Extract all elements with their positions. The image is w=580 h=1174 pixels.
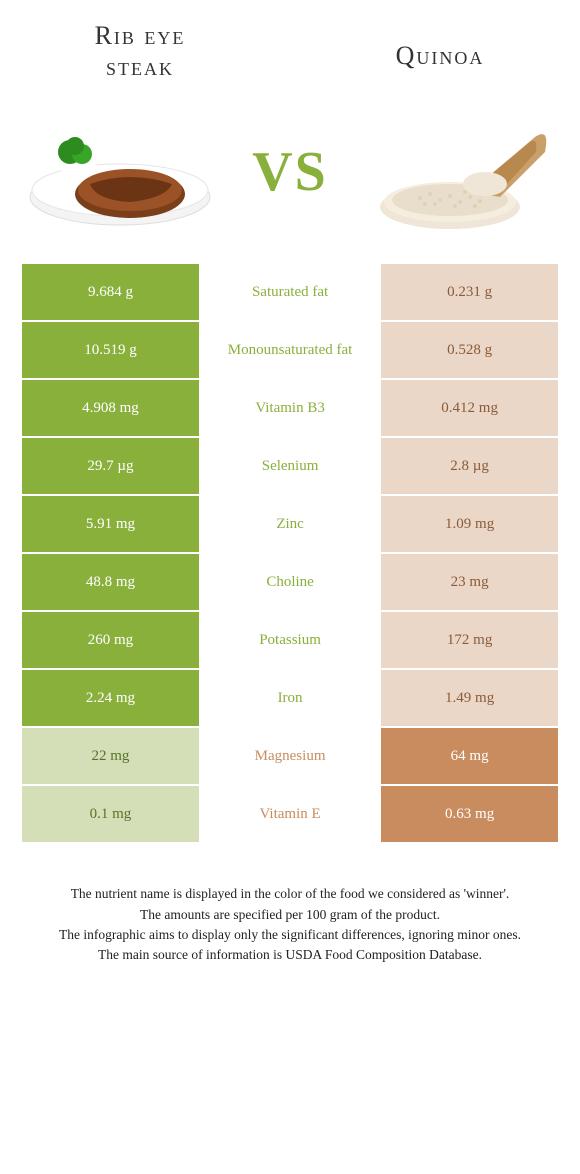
table-row: 5.91 mgZinc1.09 mg	[22, 496, 558, 552]
table-row: 2.24 mgIron1.49 mg	[22, 670, 558, 726]
left-value-cell: 9.684 g	[22, 264, 199, 320]
right-value-cell: 0.63 mg	[381, 786, 558, 842]
right-food-title: Quinoa	[340, 40, 540, 71]
left-value-cell: 10.519 g	[22, 322, 199, 378]
header: Rib eyesteak Quinoa	[0, 0, 580, 92]
footer-line: The main source of information is USDA F…	[30, 945, 550, 965]
right-value-cell: 23 mg	[381, 554, 558, 610]
right-food-image	[360, 102, 560, 242]
table-row: 260 mgPotassium172 mg	[22, 612, 558, 668]
images-row: VS	[0, 92, 580, 262]
footer-line: The amounts are specified per 100 gram o…	[30, 905, 550, 925]
right-value-cell: 0.412 mg	[381, 380, 558, 436]
left-value-cell: 4.908 mg	[22, 380, 199, 436]
nutrient-label-cell: Zinc	[201, 496, 379, 552]
left-food-image	[20, 102, 220, 242]
table-row: 29.7 µgSelenium2.8 µg	[22, 438, 558, 494]
table-row: 10.519 gMonounsaturated fat0.528 g	[22, 322, 558, 378]
nutrient-label-cell: Saturated fat	[201, 264, 379, 320]
left-value-cell: 48.8 mg	[22, 554, 199, 610]
left-value-cell: 2.24 mg	[22, 670, 199, 726]
right-value-cell: 64 mg	[381, 728, 558, 784]
vs-label: VS	[252, 140, 328, 204]
right-value-cell: 1.49 mg	[381, 670, 558, 726]
table-row: 9.684 gSaturated fat0.231 g	[22, 264, 558, 320]
nutrient-label-cell: Monounsaturated fat	[201, 322, 379, 378]
table-row: 0.1 mgVitamin E0.63 mg	[22, 786, 558, 842]
footer-line: The infographic aims to display only the…	[30, 925, 550, 945]
right-value-cell: 1.09 mg	[381, 496, 558, 552]
left-value-cell: 0.1 mg	[22, 786, 199, 842]
nutrient-label-cell: Magnesium	[201, 728, 379, 784]
right-value-cell: 2.8 µg	[381, 438, 558, 494]
right-value-cell: 0.528 g	[381, 322, 558, 378]
footer-notes: The nutrient name is displayed in the co…	[0, 844, 580, 965]
nutrient-label-cell: Potassium	[201, 612, 379, 668]
nutrient-label-cell: Selenium	[201, 438, 379, 494]
right-value-cell: 172 mg	[381, 612, 558, 668]
left-value-cell: 5.91 mg	[22, 496, 199, 552]
left-value-cell: 22 mg	[22, 728, 199, 784]
comparison-table: 9.684 gSaturated fat0.231 g10.519 gMonou…	[0, 262, 580, 844]
nutrient-label-cell: Vitamin E	[201, 786, 379, 842]
left-food-title: Rib eyesteak	[40, 20, 240, 82]
right-value-cell: 0.231 g	[381, 264, 558, 320]
table-row: 4.908 mgVitamin B30.412 mg	[22, 380, 558, 436]
table-row: 22 mgMagnesium64 mg	[22, 728, 558, 784]
left-value-cell: 29.7 µg	[22, 438, 199, 494]
left-value-cell: 260 mg	[22, 612, 199, 668]
table-row: 48.8 mgCholine23 mg	[22, 554, 558, 610]
nutrient-label-cell: Vitamin B3	[201, 380, 379, 436]
footer-line: The nutrient name is displayed in the co…	[30, 884, 550, 904]
nutrient-label-cell: Choline	[201, 554, 379, 610]
nutrient-label-cell: Iron	[201, 670, 379, 726]
